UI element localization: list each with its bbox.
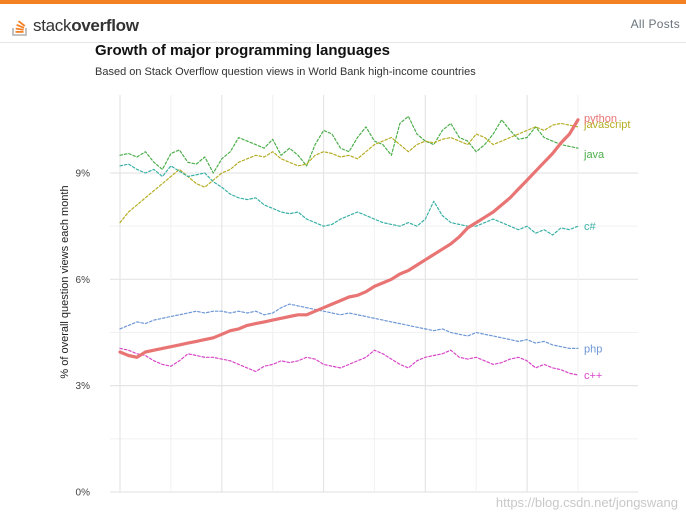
series-label-csharp: c# bbox=[584, 221, 597, 233]
logo-text-light: stack bbox=[33, 16, 72, 35]
series-line-javascript bbox=[119, 122, 579, 224]
series-line-python bbox=[118, 118, 580, 359]
y-axis-ticks: 0% 3% 6% 9% bbox=[76, 168, 91, 498]
chart-title: Growth of major programming languages bbox=[95, 42, 391, 59]
chart-grid bbox=[110, 95, 638, 493]
series-label-python: python bbox=[584, 113, 617, 125]
series-line-csharp bbox=[119, 163, 579, 236]
series-line-cplusplus bbox=[119, 347, 579, 376]
y-tick-label: 6% bbox=[76, 275, 91, 286]
series-label-php: php bbox=[584, 343, 602, 355]
stack-logo-icon bbox=[12, 20, 27, 36]
chart-subtitle: Based on Stack Overflow question views i… bbox=[95, 66, 476, 78]
series-label-java: java bbox=[583, 149, 605, 161]
y-axis-label: % of overall question views each month bbox=[59, 185, 71, 378]
series-labels: java javascript c# php c++ python bbox=[583, 113, 630, 382]
site-header: stackoverflow All Posts bbox=[0, 4, 686, 43]
logo-text-bold: overflow bbox=[71, 16, 139, 35]
series-line-java bbox=[119, 115, 579, 174]
top-accent-bar bbox=[0, 0, 686, 4]
logo-text: stackoverflow bbox=[33, 16, 139, 36]
series-line-php bbox=[119, 303, 579, 349]
chart-series bbox=[118, 115, 580, 376]
series-label-cplusplus: c++ bbox=[584, 370, 602, 382]
all-posts-link[interactable]: All Posts bbox=[630, 17, 680, 31]
y-tick-label: 3% bbox=[76, 381, 91, 392]
y-tick-label: 0% bbox=[76, 488, 91, 499]
watermark-text: https://blog.csdn.net/jongswang bbox=[495, 495, 678, 510]
stackoverflow-logo[interactable]: stackoverflow bbox=[12, 16, 139, 36]
series-label-javascript: javascript bbox=[583, 119, 630, 131]
y-tick-label: 9% bbox=[76, 168, 91, 179]
